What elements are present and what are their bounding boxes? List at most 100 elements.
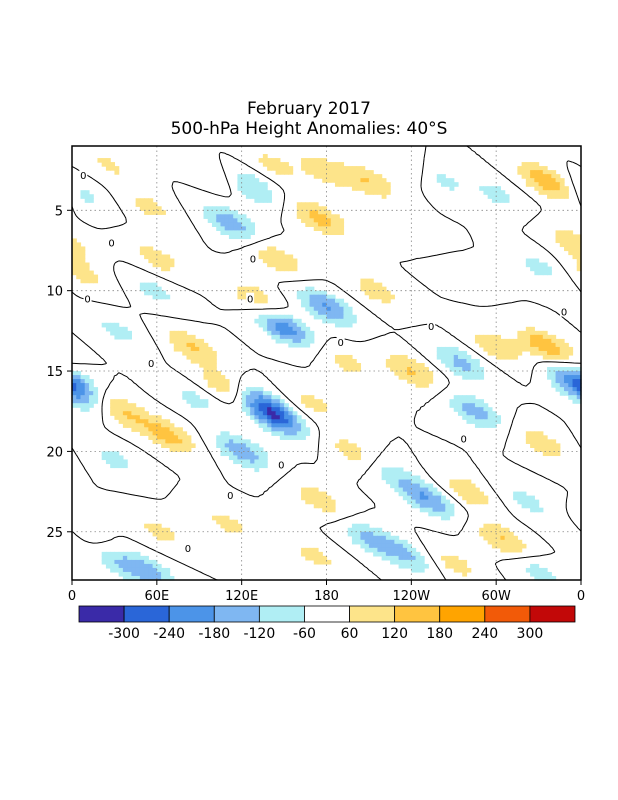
anomaly-cell [373,182,378,187]
anomaly-cell [296,322,302,328]
anomaly-cell [156,415,162,420]
anomaly-cell [220,375,226,380]
anomaly-cell [199,363,205,368]
anomaly-cell [457,491,463,497]
anomaly-cell [279,403,285,408]
anomaly-cell [441,555,446,561]
anomaly-cell [360,174,366,179]
anomaly-cell [228,455,234,461]
anomaly-cell [207,367,213,372]
anomaly-cell [343,314,349,320]
anomaly-cell [139,415,145,420]
anomaly-cell [351,363,357,368]
anomaly-cell [144,571,149,577]
anomaly-cell [564,230,569,236]
anomaly-cell [118,334,124,340]
anomaly-cell [449,367,455,372]
anomaly-cell [292,411,298,416]
anomaly-cell [267,326,272,332]
anomaly-cell [356,451,362,457]
anomaly-cell [267,258,272,264]
anomaly-cell [530,338,535,344]
anomaly-cell [233,226,239,231]
anomaly-cell [542,170,548,175]
anomaly-cell [521,166,527,171]
anomaly-cell [538,174,544,179]
anomaly-cell [131,419,137,424]
anomaly-cell [182,447,188,453]
anomaly-cell [190,443,196,448]
anomaly-cell [199,399,205,404]
anomaly-cell [114,555,120,561]
anomaly-cell [538,262,544,268]
anomaly-cell [542,443,548,448]
anomaly-cell [245,226,251,231]
anomaly-cell [487,338,493,344]
anomaly-cell [576,387,582,392]
anomaly-cell [479,415,485,420]
anomaly-cell [559,371,565,376]
anomaly-cell [445,559,451,565]
anomaly-cell [547,443,552,448]
anomaly-cell [156,262,162,268]
anomaly-cell [301,166,306,171]
anomaly-cell [322,226,328,231]
anomaly-cell [441,346,446,352]
anomaly-cell [330,507,336,513]
anomaly-cell [80,278,86,284]
anomaly-cell [254,178,260,183]
anomaly-cell [457,403,463,408]
anomaly-cell [411,551,417,557]
anomaly-cell [326,294,332,300]
anomaly-cell [390,551,395,557]
anomaly-cell [496,186,502,191]
anomaly-cell [411,371,417,376]
anomaly-cell [309,310,315,316]
anomaly-cell [538,350,544,356]
anomaly-cell [267,322,272,328]
anomaly-cell [572,383,578,388]
anomaly-cell [576,258,582,264]
anomaly-cell [343,451,349,457]
anomaly-cell [245,407,251,412]
anomaly-cell [267,194,272,199]
anomaly-cell [445,555,451,561]
anomaly-cell [190,338,196,344]
anomaly-cell [398,487,404,493]
anomaly-cell [368,539,374,545]
anomaly-cell [161,254,166,260]
anomaly-cell [356,170,362,175]
anomaly-cell [233,519,239,525]
anomaly-cell [156,206,162,211]
anomaly-cell [105,459,111,465]
anomaly-cell [173,427,179,432]
anomaly-cell [241,230,247,236]
anomaly-cell [313,314,319,320]
anomaly-cell [559,186,565,191]
anomaly-cell [110,407,116,412]
anomaly-cell [547,350,552,356]
anomaly-cell [368,294,374,300]
anomaly-cell [351,174,357,179]
anomaly-cell [237,435,243,440]
anomaly-cell [470,375,476,380]
anomaly-cell [254,286,260,292]
anomaly-cell [322,178,328,183]
anomaly-cell [152,202,158,207]
anomaly-cell [474,491,480,497]
colorbar-swatch [258,605,305,623]
anomaly-cell [483,495,489,501]
anomaly-cell [462,479,468,485]
anomaly-cell [139,198,145,203]
anomaly-cell [432,503,438,509]
anomaly-cell [525,342,531,348]
anomaly-cell [152,415,158,420]
anomaly-cell [424,383,429,388]
anomaly-cell [122,326,128,332]
contour-label: 0 [247,295,253,306]
anomaly-cell [156,527,162,533]
anomaly-cell [254,419,260,424]
anomaly-cell [564,238,569,244]
anomaly-cell [254,467,260,473]
anomaly-cell [267,190,272,195]
